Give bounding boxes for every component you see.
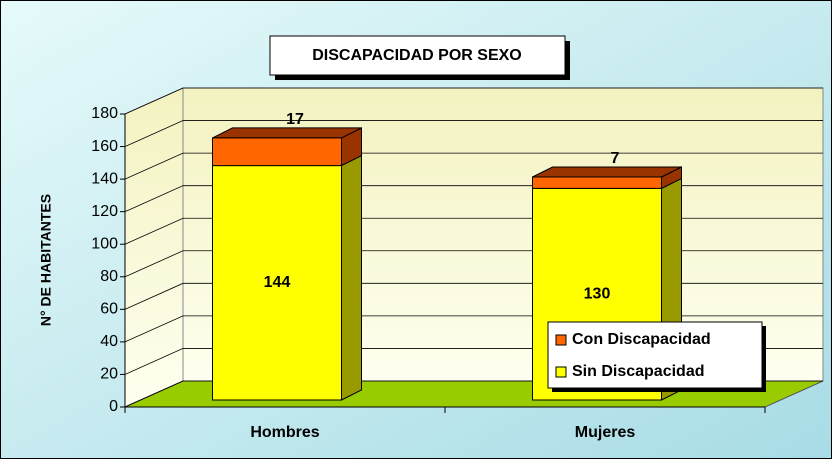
bar	[212, 137, 342, 167]
x-tick-label: Mujeres	[575, 424, 636, 441]
legend-label: Sin Discapacidad	[572, 363, 705, 380]
bar	[212, 165, 342, 401]
y-tick-label: 80	[100, 268, 118, 285]
y-tick-label: 160	[91, 138, 118, 155]
y-tick-label: 100	[91, 235, 118, 252]
legend-label: Con Discapacidad	[572, 331, 711, 348]
x-tick-label: Hombres	[250, 424, 319, 441]
value-label: 17	[286, 111, 304, 128]
legend	[547, 321, 763, 389]
grid-line	[124, 152, 823, 180]
bar-top	[212, 127, 362, 139]
grid-line	[124, 87, 823, 115]
title-box	[269, 35, 566, 76]
y-axis-label: N° DE HABITANTES	[38, 194, 54, 326]
side-wall	[124, 87, 184, 408]
legend-swatch	[555, 334, 567, 346]
y-tick-label: 140	[91, 170, 118, 187]
chart-title: DISCAPACIDAD POR SEXO	[312, 47, 522, 64]
bar-side	[341, 154, 362, 401]
y-tick-label: 0	[109, 398, 118, 415]
y-tick-label: 40	[100, 333, 118, 350]
y-tick-label: 60	[100, 301, 118, 318]
legend-swatch	[555, 366, 567, 378]
value-label: 144	[264, 274, 291, 291]
value-label: 7	[611, 150, 620, 167]
plot-area: 0 20 40 60 80 100 120 140 160 180 Hombres 144 17 Muje…	[91, 87, 824, 441]
y-tick-label: 20	[100, 366, 118, 383]
grid-line	[124, 120, 823, 147]
bar	[532, 176, 662, 189]
bar-top	[532, 166, 682, 178]
y-tick-label: 180	[91, 105, 118, 122]
y-tick-label: 120	[91, 203, 118, 220]
value-label: 130	[584, 285, 611, 302]
